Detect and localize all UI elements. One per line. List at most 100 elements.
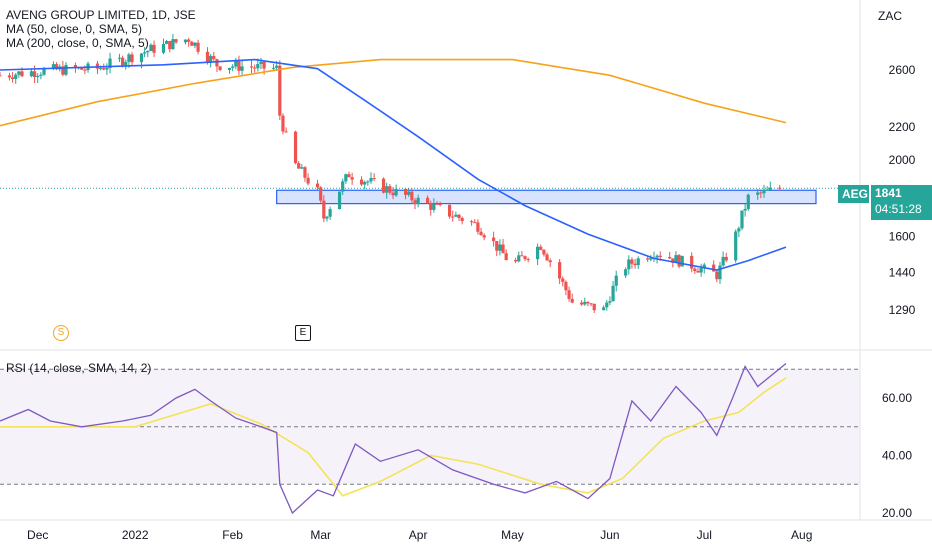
candle-body [32,71,37,78]
earnings-marker[interactable]: E [295,325,311,341]
candle-body [152,44,156,53]
candle-body [699,268,703,273]
candle-body [325,216,329,219]
candle-body [514,260,518,262]
candle-body [215,59,219,67]
candle-body [108,58,112,68]
candle-body [413,200,417,205]
candle-body [580,302,584,305]
last-price-badge: 1841 04:51:28 [871,185,932,220]
candle-body [702,264,706,269]
candle-body [501,244,505,254]
candle-body [561,278,565,282]
candle-body [457,214,461,218]
candle-body [165,40,169,44]
candle-body [627,259,631,270]
candle-body [473,222,477,224]
candle-body [520,255,524,257]
candle-body [161,43,166,53]
candle-body [447,204,452,217]
candle-body [734,231,738,261]
candle-body [196,42,200,52]
candle-body [363,181,367,185]
candle-body [479,231,483,236]
candle-body [403,188,408,195]
candle-body [231,66,235,68]
candle-body [369,178,373,182]
ma50-legend[interactable]: MA (50, close, 0, SMA, 5) [6,22,143,36]
candle-body [347,174,351,178]
last-price-value: 1841 [875,186,902,200]
candle-body [655,255,659,258]
rsi-legend[interactable]: RSI (14, close, SMA, 14, 2) [6,361,152,375]
candle-body [416,197,420,205]
time-tick-label: Apr [409,528,428,542]
candle-body [42,68,46,75]
candle-body [476,222,480,232]
ma200-legend[interactable]: MA (200, close, 0, SMA, 5) [6,36,149,50]
candle-body [542,249,546,255]
candle-body [385,186,389,193]
rsi-tick-label: 60.00 [882,391,912,405]
candle-body [105,67,109,70]
candle-body [271,67,276,69]
candle-body [768,187,772,190]
candle-body [36,75,40,78]
candle-body [646,258,650,260]
candle-body [715,271,719,280]
candle-body [636,258,640,266]
time-tick-label: 2022 [122,528,149,542]
candle-body [381,178,386,193]
candle-body [259,61,263,65]
candle-body [605,302,609,308]
symbol-title[interactable]: AVENG GROUP LIMITED, 1D, JSE [6,8,196,22]
candle-body [350,177,354,180]
candle-body [504,253,508,261]
candle-body [523,256,527,260]
time-tick-label: Jun [600,528,619,542]
candle-body [328,209,332,217]
candle-body [127,54,131,62]
candle-body [388,186,392,193]
candle-body [649,258,653,260]
ma200-line [0,58,787,127]
candle-body [51,64,56,69]
candle-body [7,75,12,78]
candle-body [315,183,320,188]
candle-body [718,265,722,280]
candle-body [432,203,436,210]
candle-body [14,74,18,80]
rsi-tick-label: 20.00 [882,506,912,520]
time-tick-label: Jul [697,528,712,542]
candle-body [435,203,439,205]
candle-body [20,71,24,77]
candle-body [80,67,84,70]
candle-body [517,255,521,262]
candle-body [240,66,244,71]
candle-body [234,61,238,67]
candle-body [281,115,285,132]
candle-body [337,191,342,210]
rsi-tick-label: 40.00 [882,449,912,463]
candle-body [391,192,395,196]
candle-body [174,39,178,43]
candle-body [451,216,455,218]
candle-body [54,64,59,70]
price-tick-label: 1600 [889,229,916,243]
countdown-timer: 04:51:28 [875,202,922,216]
candle-body [762,189,766,194]
candle-body [693,268,697,272]
candle-body [29,71,34,77]
candle-body [608,301,612,303]
candle-body [759,192,763,194]
candle-body [583,301,587,305]
candle-body [680,255,684,267]
dividend-marker[interactable]: S [53,325,69,341]
candle-body [438,203,442,205]
candle-body [614,275,618,286]
candle-body [526,259,530,261]
candle-body [737,228,741,232]
candle-body [724,256,728,261]
